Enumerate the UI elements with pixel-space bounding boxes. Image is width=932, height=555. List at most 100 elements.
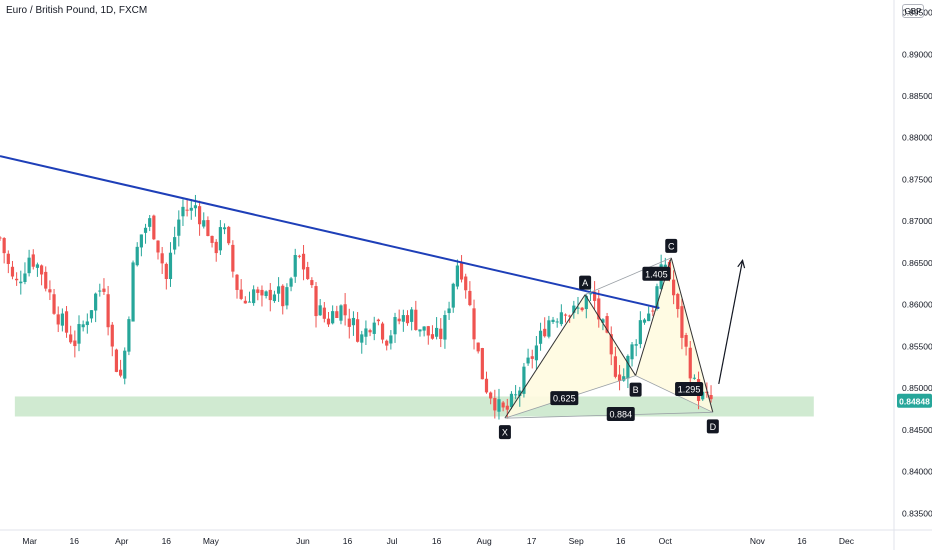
candle-body xyxy=(39,265,44,275)
time-axis: Mar 16 Apr 16 May Jun 16 Jul 16 Aug 17 Sep 16 Oct Nov 1… xyxy=(22,536,854,546)
price-tick-label: 0.85000 xyxy=(902,383,932,393)
ratio-text: 1.405 xyxy=(645,269,668,279)
candle-body xyxy=(202,220,206,227)
candle-body xyxy=(56,314,60,325)
time-tick-label: Dec xyxy=(839,536,855,546)
last-price-tag xyxy=(897,393,932,408)
candle-body xyxy=(272,294,277,302)
candle-body xyxy=(593,291,597,301)
candle-body xyxy=(206,220,210,237)
price-tick-label: 0.88000 xyxy=(902,133,932,143)
candle-body xyxy=(148,218,152,227)
candle-body xyxy=(160,253,164,264)
projection-arrow-line xyxy=(718,260,744,385)
candle-body xyxy=(401,315,405,322)
candle-body xyxy=(505,405,509,410)
candle-body xyxy=(326,318,331,325)
candle-body xyxy=(139,234,143,248)
candle-body xyxy=(538,330,543,344)
candle-body xyxy=(372,322,376,334)
candle-body xyxy=(268,289,272,301)
candle-body xyxy=(310,280,314,286)
candle-body xyxy=(48,289,52,293)
candle-body xyxy=(260,289,264,296)
candle-body xyxy=(559,312,563,325)
candles-group xyxy=(0,194,713,420)
candle-body xyxy=(397,318,401,322)
candle-body xyxy=(156,240,160,253)
candle-body xyxy=(106,294,110,328)
candle-body xyxy=(701,391,705,400)
candle-body xyxy=(435,327,439,337)
descending-trendline xyxy=(0,155,660,309)
candle-body xyxy=(509,393,514,408)
candle-body xyxy=(543,328,547,337)
candle-body xyxy=(343,304,347,316)
pattern-point-label: B xyxy=(633,385,639,395)
pattern-point-box xyxy=(579,275,592,290)
candle-body xyxy=(617,374,622,381)
candle-body xyxy=(19,281,23,284)
candle-body xyxy=(2,238,6,254)
time-tick-label: 16 xyxy=(616,536,626,546)
ratio-label: 1.405 xyxy=(642,266,671,281)
candle-body xyxy=(102,288,106,292)
candle-body xyxy=(285,287,289,306)
candle-body xyxy=(360,334,364,343)
candle-body xyxy=(526,357,530,364)
candle-body xyxy=(15,278,19,281)
candle-body xyxy=(642,319,647,323)
pattern-leg xyxy=(584,294,637,376)
candle-body xyxy=(588,293,593,295)
candle-body xyxy=(680,306,684,338)
candle-body xyxy=(306,267,310,280)
price-tick-label: 0.85500 xyxy=(902,341,932,351)
candle-body xyxy=(177,219,181,236)
candle-body xyxy=(609,334,613,355)
candle-body xyxy=(605,316,609,333)
candle-body xyxy=(289,278,293,287)
time-tick-label: Oct xyxy=(659,536,673,546)
candle-body xyxy=(468,290,472,306)
candle-body xyxy=(493,398,497,411)
candle-body xyxy=(692,377,697,379)
candle-body xyxy=(389,335,393,344)
candle-body xyxy=(622,376,626,381)
time-tick-label: May xyxy=(203,536,220,546)
candle-body xyxy=(443,315,447,340)
candle-body xyxy=(555,321,559,323)
candle-body xyxy=(123,350,127,379)
candle-body xyxy=(69,334,73,343)
pattern-point-x: X xyxy=(498,425,511,440)
price-tick-label: 0.83500 xyxy=(902,508,932,518)
candle-body xyxy=(534,345,538,361)
candle-body xyxy=(501,402,505,408)
candle-body xyxy=(98,290,102,292)
candle-body xyxy=(181,206,185,217)
candle-body xyxy=(44,271,48,289)
last-price-label: 0.84848 xyxy=(899,396,930,406)
candle-body xyxy=(613,356,618,377)
candle-body xyxy=(0,237,2,239)
candle-body xyxy=(597,298,601,320)
time-tick-label: Aug xyxy=(477,536,492,546)
candle-body xyxy=(189,207,193,211)
candle-body xyxy=(522,366,526,394)
candle-body xyxy=(73,340,77,347)
time-tick-label: 16 xyxy=(343,536,353,546)
price-tick-label: 0.87000 xyxy=(902,216,932,226)
currency-button[interactable]: GBP xyxy=(902,4,924,18)
pattern-point-a: A xyxy=(579,275,592,290)
candle-body xyxy=(118,369,123,376)
candle-body xyxy=(231,244,235,272)
candle-body xyxy=(489,392,493,399)
candle-body xyxy=(601,319,605,323)
candle-body xyxy=(168,252,173,280)
candle-body xyxy=(418,329,422,332)
candle-body xyxy=(356,319,360,342)
candle-body xyxy=(85,321,89,326)
pattern-point-box xyxy=(665,238,678,253)
candle-body xyxy=(64,311,69,333)
